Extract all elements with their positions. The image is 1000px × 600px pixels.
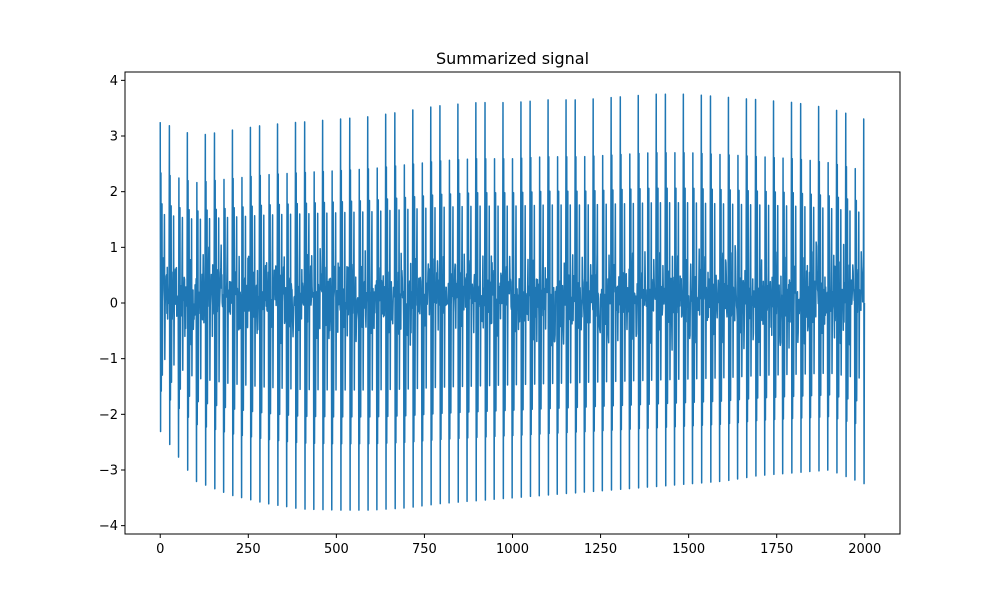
- y-tick-label: 0: [110, 297, 118, 312]
- x-tick-label: 2000: [848, 542, 881, 557]
- y-tick-label: 1: [110, 241, 118, 256]
- y-tick-label: 4: [110, 74, 118, 89]
- x-tick-label: 750: [412, 542, 437, 557]
- y-tick-label: 3: [110, 130, 118, 145]
- chart-title: Summarized signal: [436, 49, 589, 68]
- series-layer: [159, 93, 866, 511]
- y-axis: −4 −3 −2 −1 0 1 2 3 4: [99, 74, 125, 534]
- x-tick-label: 0: [156, 542, 164, 557]
- y-tick-label: −4: [99, 519, 118, 534]
- y-tick-label: −3: [99, 463, 118, 478]
- x-axis: 0 250 500 750 1000 1250 1500 1750 2000: [156, 534, 881, 557]
- x-tick-label: 1000: [496, 542, 529, 557]
- signal-line: [159, 93, 866, 511]
- y-tick-label: −1: [99, 352, 118, 367]
- y-tick-label: 2: [110, 185, 118, 200]
- x-tick-label: 1500: [672, 542, 705, 557]
- x-tick-label: 500: [324, 542, 349, 557]
- x-tick-label: 250: [236, 542, 261, 557]
- y-tick-label: −2: [99, 408, 118, 423]
- x-tick-label: 1250: [584, 542, 617, 557]
- x-tick-label: 1750: [760, 542, 793, 557]
